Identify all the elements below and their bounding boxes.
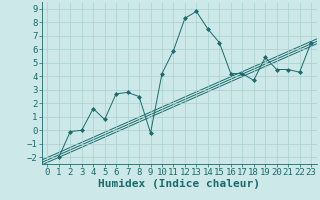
X-axis label: Humidex (Indice chaleur): Humidex (Indice chaleur) [98,179,260,189]
